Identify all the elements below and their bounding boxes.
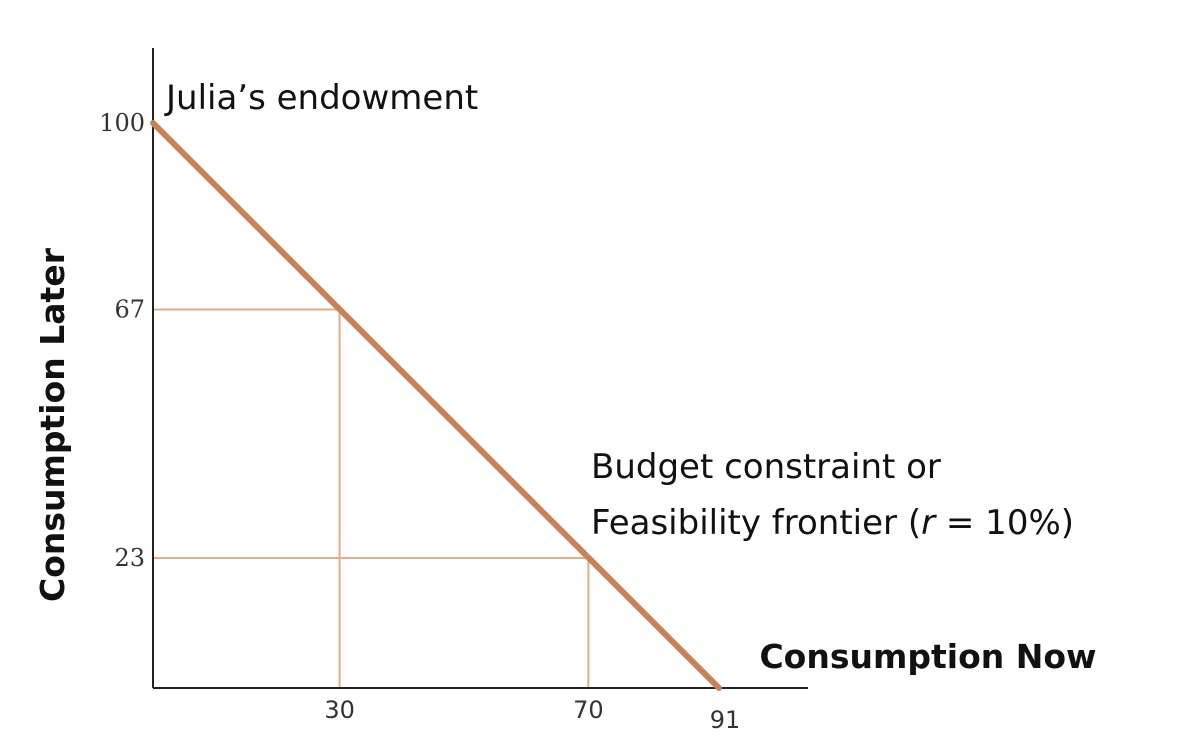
annotation-suffix: = 10%) <box>935 503 1074 543</box>
x-axis-label: Consumption Now <box>759 637 1096 676</box>
y-axis-label: Consumption Later <box>33 247 72 602</box>
annotation-prefix: Feasibility frontier ( <box>591 503 921 543</box>
budget-constraint-line <box>150 120 722 691</box>
y-tick-label-0: 100 <box>99 109 145 137</box>
budget-constraint-annotation-line2: Feasibility frontier (r = 10%) <box>591 503 1074 543</box>
endowment-annotation: Julia’s endowment <box>164 78 478 118</box>
x-tick-label-0: 30 <box>324 696 355 724</box>
y-tick-label-1: 67 <box>114 295 145 323</box>
y-tick-label-2: 23 <box>114 544 145 572</box>
x-tick-label-1: 70 <box>573 696 604 724</box>
budget-constraint-annotation-line1: Budget constraint or <box>591 447 941 487</box>
tick-labels: 100 67 23 30 70 91 <box>99 109 740 734</box>
interest-rate-symbol: r <box>921 503 937 543</box>
x-tick-label-2: 91 <box>710 706 741 734</box>
guide-lines <box>153 308 590 688</box>
